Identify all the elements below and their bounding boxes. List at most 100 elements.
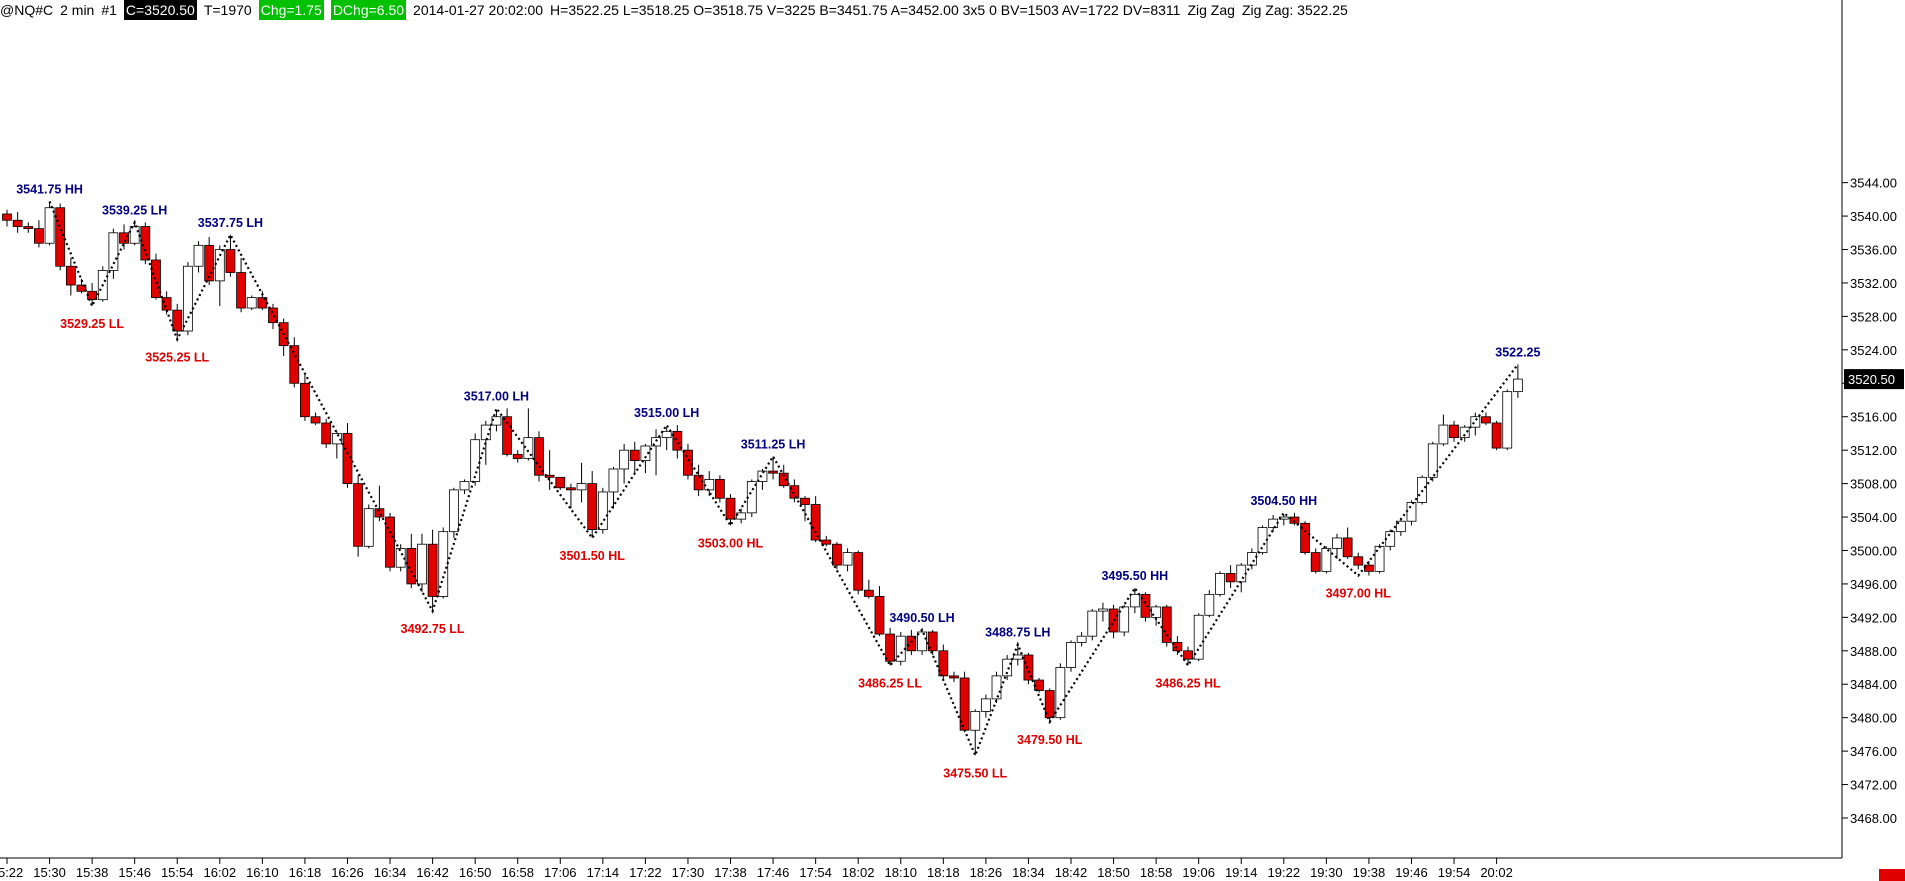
- candle: [1332, 533, 1342, 559]
- candle-body: [534, 437, 544, 476]
- candle-body: [789, 485, 800, 499]
- candle: [1321, 546, 1332, 574]
- study-label[interactable]: Zig Zag: [1187, 2, 1235, 18]
- candle: [917, 629, 927, 655]
- time-tick-label: 19:22: [1268, 865, 1301, 880]
- candle: [885, 627, 896, 666]
- candle-body: [23, 226, 34, 230]
- candle-body: [597, 491, 608, 530]
- candles-layer: [2, 201, 1523, 756]
- swing-low-label: 3479.50 HL: [1017, 733, 1083, 747]
- candle-body: [629, 449, 640, 462]
- candle-body: [927, 631, 938, 652]
- candle: [800, 496, 810, 522]
- candle: [2, 209, 12, 227]
- candle: [363, 504, 374, 549]
- candle-body: [523, 437, 534, 459]
- time-axis[interactable]: 15:22 15:30 15:38 15:46 15:54 16:02 16:10 16:18…: [0, 858, 1513, 880]
- candle: [1385, 529, 1396, 551]
- candle: [1470, 412, 1481, 436]
- candle-body: [1512, 378, 1523, 393]
- candle: [1204, 590, 1215, 618]
- candle: [1129, 588, 1140, 614]
- candle-body: [44, 207, 55, 244]
- time-tick-label: 19:14: [1225, 865, 1258, 880]
- candle: [1066, 640, 1076, 672]
- candle-body: [363, 508, 374, 547]
- candle-body: [172, 309, 183, 332]
- time-tick-label: 18:58: [1140, 865, 1173, 880]
- price-tick-label: 3524.00: [1850, 343, 1897, 358]
- candle-body: [1481, 416, 1491, 424]
- candle: [1406, 500, 1417, 526]
- price-axis[interactable]: 3544.00 3540.00 3536.00 3532.00 3528.00 3524.…: [1842, 176, 1904, 826]
- candle: [555, 476, 566, 490]
- candle: [566, 483, 576, 509]
- candle: [374, 485, 385, 522]
- candle-body: [704, 479, 715, 491]
- candle-body: [1225, 573, 1236, 583]
- candle-body: [768, 470, 778, 474]
- candle-body: [1055, 667, 1066, 719]
- candle-body: [214, 249, 225, 282]
- candle: [1342, 527, 1353, 559]
- time-tick-label: 17:06: [544, 865, 577, 880]
- candle-body: [1300, 522, 1310, 553]
- time-tick-label: 16:18: [289, 865, 322, 880]
- candle: [629, 441, 640, 474]
- candle-body: [55, 207, 66, 267]
- last-price-label: 3520.50: [1848, 372, 1895, 387]
- candle-body: [885, 633, 896, 662]
- candle: [714, 475, 725, 503]
- zigzag-line: [48, 201, 1519, 759]
- time-tick-label: 18:10: [884, 865, 917, 880]
- candle: [172, 303, 183, 340]
- candle-body: [1268, 518, 1279, 528]
- price-tick-label: 3516.00: [1850, 410, 1897, 425]
- candle: [459, 479, 470, 495]
- candle-body: [1183, 650, 1193, 660]
- candle: [300, 374, 310, 421]
- candle: [236, 257, 246, 313]
- candle-body: [1353, 556, 1364, 566]
- candle-body: [1364, 564, 1374, 572]
- candle-body: [800, 497, 810, 505]
- candle: [97, 266, 108, 302]
- candle: [576, 462, 587, 503]
- candle: [385, 512, 395, 572]
- candle: [693, 464, 704, 497]
- price-tick-label: 3544.00: [1850, 176, 1897, 191]
- candle-body: [544, 474, 555, 478]
- candle: [970, 709, 981, 756]
- symbol-label[interactable]: @NQ#C: [0, 2, 54, 18]
- candle-body: [331, 433, 342, 445]
- time-tick-label: 17:38: [714, 865, 747, 880]
- candle: [417, 533, 427, 593]
- price-tick-label: 3492.00: [1850, 610, 1897, 625]
- candle-body: [1204, 593, 1215, 616]
- zigzag-layer: 3541.75 HH 3529.25 LL 3539.25 LH 3525.25 LL…: [16, 182, 1540, 780]
- candle: [1076, 631, 1087, 647]
- price-tick-label: 3488.00: [1850, 644, 1897, 659]
- candle-body: [342, 433, 353, 485]
- candle: [65, 257, 76, 296]
- interval-label[interactable]: 2 min: [60, 2, 95, 18]
- candle-body: [395, 547, 406, 568]
- swing-low-label: 3486.25 HL: [1155, 676, 1221, 690]
- candle-body: [725, 497, 736, 520]
- candle-body: [1087, 610, 1098, 637]
- swing-low-label: 3503.00 HL: [698, 536, 764, 550]
- time-tick-label: 17:54: [799, 865, 832, 880]
- candle: [406, 533, 417, 589]
- candle: [1491, 420, 1502, 451]
- candle: [832, 542, 842, 570]
- price-tick-label: 3472.00: [1850, 778, 1897, 793]
- candle-body: [1449, 424, 1459, 439]
- candle-body: [917, 631, 927, 652]
- candle: [491, 410, 502, 432]
- candle-body: [480, 424, 491, 441]
- candle: [789, 479, 800, 503]
- candle: [661, 427, 672, 451]
- candle: [1310, 548, 1321, 574]
